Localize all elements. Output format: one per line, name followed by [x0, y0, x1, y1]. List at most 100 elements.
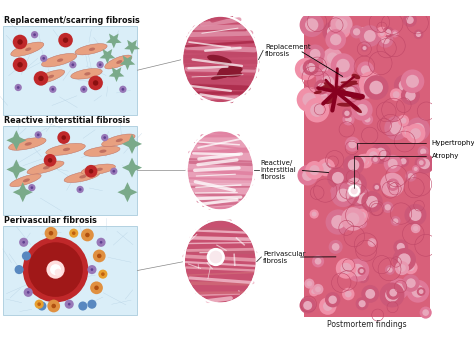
Circle shape	[93, 249, 106, 262]
Ellipse shape	[335, 85, 347, 94]
Circle shape	[342, 288, 355, 300]
Circle shape	[398, 156, 409, 167]
Circle shape	[348, 184, 361, 197]
Circle shape	[37, 134, 40, 136]
Circle shape	[356, 209, 369, 223]
Circle shape	[17, 86, 19, 89]
Circle shape	[332, 188, 338, 194]
Circle shape	[398, 253, 410, 266]
Circle shape	[351, 187, 373, 209]
Circle shape	[331, 183, 355, 207]
Circle shape	[386, 296, 392, 302]
Circle shape	[390, 121, 403, 135]
Circle shape	[415, 154, 435, 174]
Circle shape	[359, 25, 381, 47]
Circle shape	[327, 167, 349, 189]
Circle shape	[341, 188, 354, 201]
Circle shape	[332, 243, 339, 251]
Circle shape	[341, 207, 365, 231]
Circle shape	[33, 33, 36, 36]
Circle shape	[81, 229, 94, 242]
Circle shape	[340, 263, 352, 274]
Circle shape	[356, 104, 368, 116]
Circle shape	[309, 287, 319, 296]
Circle shape	[408, 173, 414, 179]
Ellipse shape	[218, 69, 232, 77]
Circle shape	[315, 286, 321, 292]
Circle shape	[374, 27, 390, 42]
Circle shape	[406, 75, 419, 88]
Circle shape	[345, 290, 352, 297]
Circle shape	[22, 241, 25, 244]
Circle shape	[348, 159, 359, 171]
Circle shape	[321, 76, 334, 89]
Polygon shape	[122, 134, 142, 154]
Circle shape	[401, 86, 420, 105]
Circle shape	[321, 98, 328, 104]
Circle shape	[52, 304, 56, 308]
Circle shape	[361, 157, 369, 165]
Circle shape	[342, 108, 352, 118]
Circle shape	[366, 196, 378, 208]
Circle shape	[35, 131, 42, 138]
Text: Replacement/scarring fibrosis: Replacement/scarring fibrosis	[4, 16, 139, 25]
Circle shape	[333, 21, 350, 39]
Circle shape	[94, 286, 99, 290]
Circle shape	[386, 286, 401, 300]
Circle shape	[387, 267, 392, 273]
Ellipse shape	[11, 42, 44, 57]
Circle shape	[13, 58, 27, 72]
Circle shape	[351, 99, 373, 121]
Circle shape	[361, 65, 370, 75]
Circle shape	[387, 178, 399, 191]
Circle shape	[98, 269, 108, 279]
Circle shape	[17, 62, 23, 68]
Circle shape	[79, 188, 82, 191]
Circle shape	[90, 282, 103, 294]
Circle shape	[330, 13, 353, 36]
Circle shape	[369, 81, 383, 94]
Circle shape	[348, 178, 361, 191]
Circle shape	[343, 155, 364, 176]
Circle shape	[375, 148, 386, 159]
FancyBboxPatch shape	[304, 17, 430, 317]
Polygon shape	[6, 130, 27, 150]
Circle shape	[412, 165, 419, 172]
Circle shape	[420, 148, 426, 155]
Circle shape	[328, 240, 343, 254]
Circle shape	[362, 85, 372, 95]
Circle shape	[393, 31, 397, 36]
Circle shape	[381, 36, 387, 42]
Circle shape	[395, 261, 409, 275]
Circle shape	[364, 75, 389, 100]
Ellipse shape	[57, 58, 63, 62]
Circle shape	[323, 301, 333, 311]
Circle shape	[37, 302, 46, 310]
Circle shape	[357, 267, 365, 275]
Ellipse shape	[89, 48, 95, 51]
Ellipse shape	[42, 53, 77, 67]
Circle shape	[336, 18, 347, 30]
Circle shape	[406, 278, 416, 288]
Circle shape	[305, 45, 325, 64]
Circle shape	[298, 165, 318, 186]
Circle shape	[332, 85, 338, 91]
FancyBboxPatch shape	[3, 226, 137, 315]
Circle shape	[63, 37, 68, 43]
Circle shape	[337, 80, 361, 104]
Circle shape	[370, 240, 374, 245]
Circle shape	[22, 252, 31, 260]
Ellipse shape	[314, 91, 322, 94]
Circle shape	[358, 81, 376, 99]
Circle shape	[390, 181, 403, 194]
Circle shape	[69, 61, 76, 68]
Ellipse shape	[48, 75, 54, 78]
Circle shape	[295, 58, 317, 80]
Circle shape	[326, 209, 351, 235]
Circle shape	[385, 265, 395, 275]
Circle shape	[305, 98, 329, 122]
Circle shape	[342, 86, 356, 99]
Circle shape	[406, 16, 414, 24]
Circle shape	[389, 289, 397, 297]
Polygon shape	[100, 49, 115, 64]
